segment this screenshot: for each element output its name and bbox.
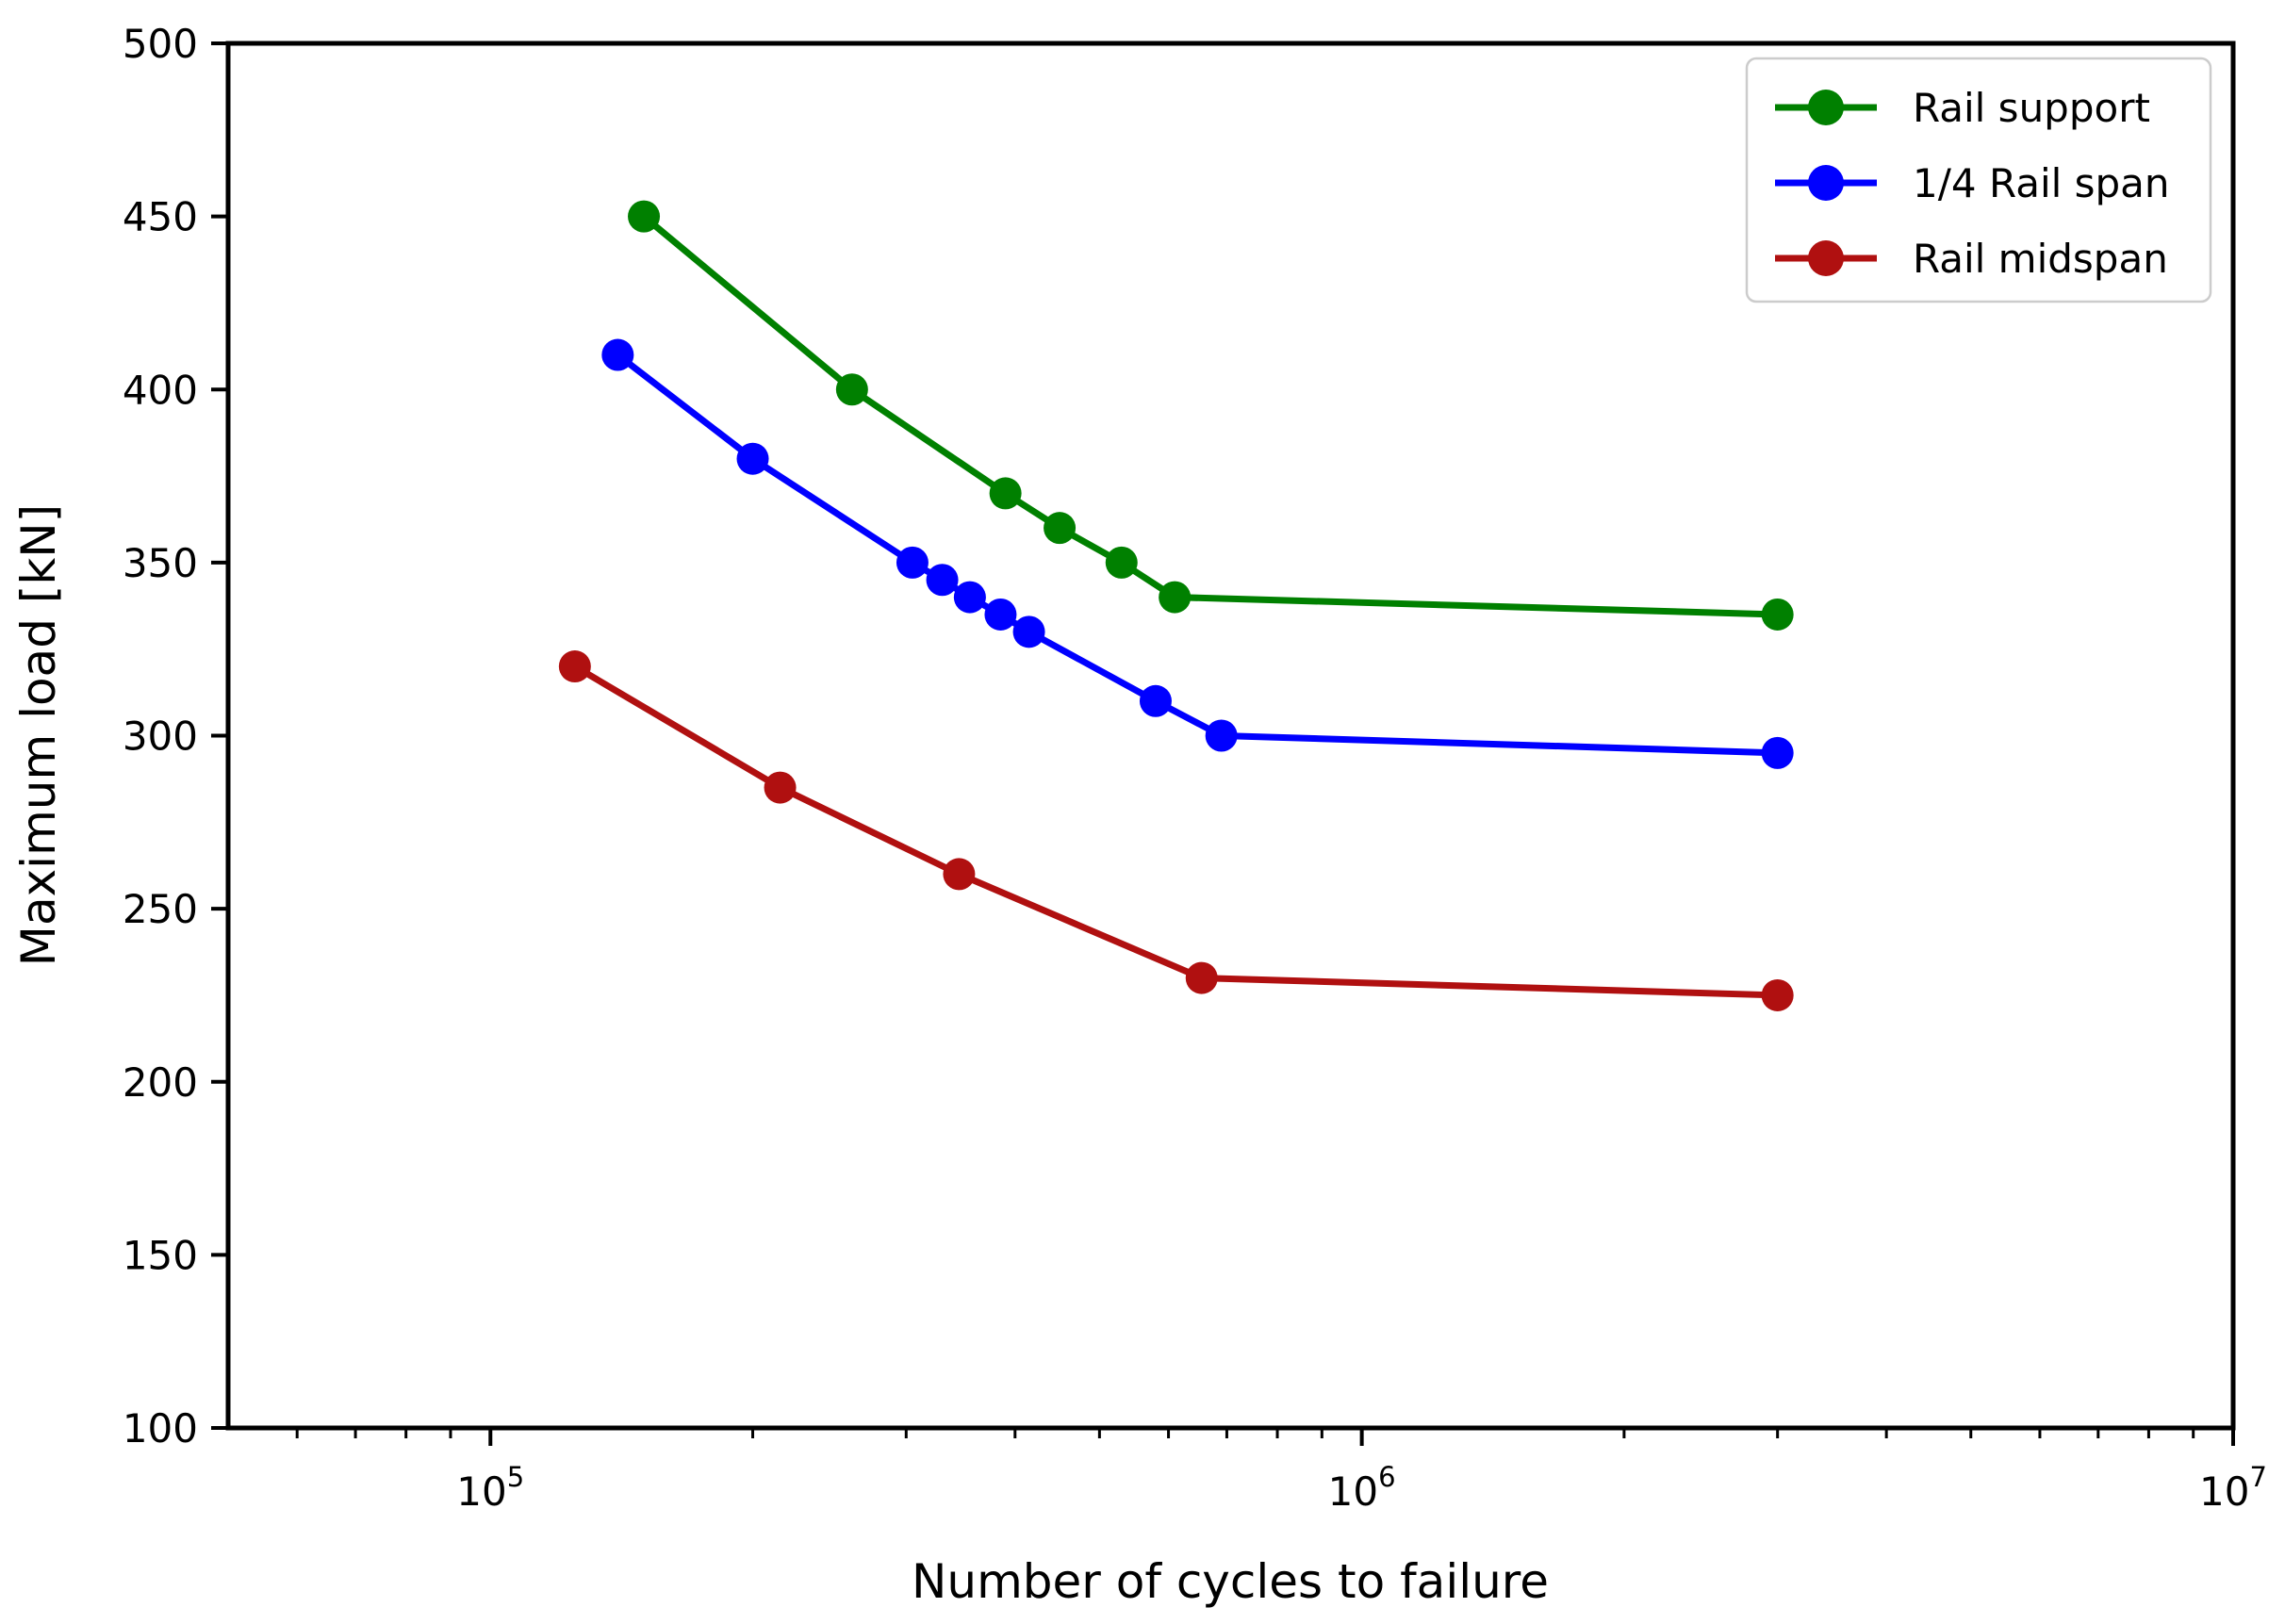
data-point bbox=[835, 373, 868, 406]
data-point bbox=[984, 598, 1017, 631]
data-point bbox=[1185, 961, 1218, 994]
y-tick-label: 300 bbox=[123, 714, 198, 760]
y-tick-label: 350 bbox=[123, 540, 198, 586]
legend-sample-marker bbox=[1808, 240, 1844, 276]
y-tick-label: 100 bbox=[123, 1405, 198, 1452]
data-point bbox=[989, 477, 1022, 510]
data-point bbox=[764, 771, 797, 804]
legend-label: Rail midspan bbox=[1913, 236, 2168, 282]
data-point bbox=[1159, 581, 1192, 614]
y-tick-label: 150 bbox=[123, 1232, 198, 1278]
y-tick-label: 200 bbox=[123, 1059, 198, 1106]
data-point bbox=[1761, 598, 1794, 631]
data-point bbox=[1012, 615, 1045, 648]
legend-box bbox=[1745, 57, 2212, 303]
y-tick-label: 400 bbox=[123, 367, 198, 413]
data-point bbox=[628, 200, 661, 233]
x-tick-label: 106 bbox=[1328, 1461, 1396, 1515]
data-point bbox=[1044, 512, 1077, 545]
data-point bbox=[1105, 546, 1138, 579]
data-point bbox=[896, 546, 929, 579]
data-point bbox=[736, 442, 769, 475]
y-tick-label: 500 bbox=[123, 21, 198, 67]
data-point bbox=[953, 581, 986, 614]
data-point bbox=[1761, 736, 1794, 769]
x-tick-label: 107 bbox=[2199, 1461, 2267, 1515]
legend-sample-marker bbox=[1808, 90, 1844, 125]
data-point bbox=[601, 338, 634, 371]
x-tick-label: 105 bbox=[456, 1461, 524, 1515]
series-line-1-4-rail-span bbox=[614, 352, 1782, 757]
y-axis-label: Maximum load [kN] bbox=[11, 504, 66, 966]
legend-label: 1/4 Rail span bbox=[1913, 160, 2170, 206]
data-point bbox=[1139, 684, 1172, 717]
series-line-rail-support bbox=[640, 213, 1782, 618]
data-point bbox=[558, 650, 591, 683]
x-axis-label: Number of cycles to failure bbox=[912, 1554, 1549, 1609]
data-point bbox=[1761, 978, 1794, 1011]
legend-sample-marker bbox=[1808, 165, 1844, 201]
data-point bbox=[926, 564, 959, 597]
data-point bbox=[1205, 719, 1238, 752]
y-tick-label: 450 bbox=[123, 194, 198, 240]
data-point bbox=[943, 858, 976, 891]
plot-border bbox=[225, 41, 2236, 1431]
series-line-rail-midspan bbox=[571, 663, 1782, 999]
legend-label: Rail support bbox=[1913, 85, 2150, 131]
y-tick-label: 250 bbox=[123, 886, 198, 932]
